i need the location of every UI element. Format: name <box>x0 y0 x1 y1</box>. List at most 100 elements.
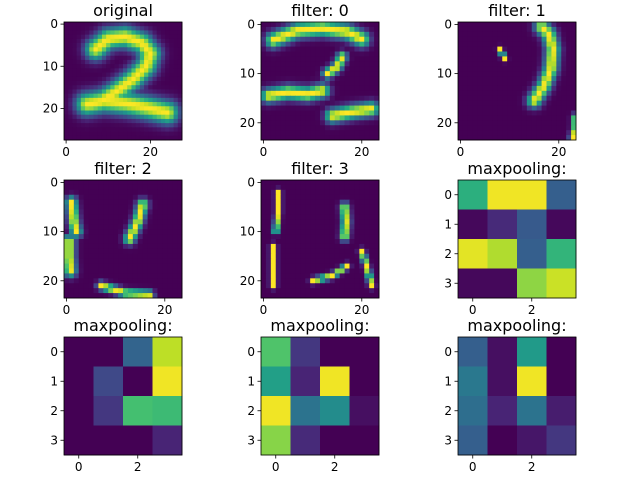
heatmap-cell <box>521 51 528 57</box>
heatmap-cell <box>98 189 104 196</box>
heatmap-cell <box>290 199 296 205</box>
heatmap-cell <box>114 102 120 107</box>
heatmap-cell <box>566 76 572 82</box>
heatmap-cell <box>300 22 306 28</box>
heatmap-cell <box>123 273 129 279</box>
heatmap-cell <box>517 31 523 38</box>
heatmap-cell <box>177 135 183 141</box>
heatmap-cell <box>305 263 311 269</box>
heatmap-cell <box>157 293 163 299</box>
heatmap-cell <box>369 76 375 82</box>
heatmap-cell <box>285 135 291 141</box>
heatmap-cell <box>97 106 103 111</box>
heatmap-cell <box>101 38 107 44</box>
heatmap-cell <box>89 118 94 124</box>
heatmap-cell <box>97 123 103 128</box>
heatmap-cell <box>300 66 306 72</box>
heatmap-cell <box>531 81 538 87</box>
heatmap-cell <box>156 110 162 116</box>
heatmap-cell <box>147 204 153 210</box>
heatmap-cell <box>526 135 533 141</box>
heatmap-cell <box>487 71 493 77</box>
heatmap-cell <box>556 46 562 52</box>
heatmap-cell <box>68 209 75 215</box>
heatmap-cell <box>344 26 350 33</box>
heatmap-cell <box>114 123 120 128</box>
heatmap-cell <box>127 64 132 69</box>
heatmap-cell <box>324 204 331 210</box>
heatmap-cell <box>127 273 134 279</box>
heatmap-cell <box>526 85 533 92</box>
heatmap-cell <box>546 56 552 62</box>
heatmap-cell <box>157 258 163 264</box>
heatmap-cell <box>127 234 134 240</box>
heatmap-cell <box>344 41 350 47</box>
heatmap-cell <box>123 229 129 235</box>
heatmap-cell <box>320 120 326 126</box>
heatmap-cell <box>295 243 301 250</box>
heatmap-cell <box>295 26 301 33</box>
heatmap-cell <box>88 214 94 220</box>
heatmap-cell <box>315 22 321 28</box>
heatmap-cell <box>142 253 148 260</box>
heatmap-cell <box>135 43 141 48</box>
heatmap-cell <box>97 64 103 69</box>
heatmap-cell <box>315 253 321 260</box>
heatmap-cell <box>280 239 286 245</box>
heatmap-cell <box>477 36 483 43</box>
heatmap-cell <box>462 125 469 131</box>
heatmap-cell <box>110 72 115 78</box>
heatmap-cell <box>64 258 70 264</box>
heatmap-cell <box>93 258 99 264</box>
heatmap-cell <box>64 248 70 255</box>
heatmap-cell <box>334 125 341 131</box>
heatmap-cell <box>275 130 282 136</box>
heatmap-cell <box>88 248 94 255</box>
heatmap-cell <box>472 66 479 72</box>
heatmap-cell <box>329 268 336 274</box>
heatmap-cell <box>73 288 80 294</box>
axes-frame <box>457 21 577 141</box>
heatmap-cell <box>339 253 345 260</box>
heatmap-cell <box>80 114 86 120</box>
heatmap-cell <box>113 180 119 186</box>
heatmap-cell <box>320 125 326 131</box>
heatmap-cell <box>152 229 158 235</box>
heatmap-cell <box>300 239 306 245</box>
heatmap-cell <box>305 219 311 225</box>
heatmap-cell <box>300 71 306 77</box>
heatmap-cell <box>131 51 137 57</box>
heatmap-cell <box>354 199 360 205</box>
heatmap-cell <box>152 288 158 294</box>
heatmap-cell <box>300 56 306 62</box>
heatmap-cell <box>374 234 380 240</box>
heatmap-cell <box>156 135 162 141</box>
heatmap-cell <box>123 26 128 31</box>
heatmap-cell <box>295 224 301 230</box>
heatmap-cell <box>113 214 119 220</box>
heatmap-cell <box>571 120 577 126</box>
heatmap-cell <box>566 46 572 52</box>
heatmap-cell <box>270 36 277 43</box>
heatmap-cell <box>571 31 577 38</box>
heatmap-cell <box>526 90 533 97</box>
heatmap-cell <box>359 268 365 274</box>
heatmap-cell <box>144 93 149 99</box>
heatmap-cell <box>369 22 375 28</box>
heatmap-cell <box>108 268 114 274</box>
heatmap-cell <box>374 115 380 121</box>
heatmap-cell <box>123 278 129 284</box>
heatmap-cell <box>502 36 508 43</box>
heatmap-cell <box>329 46 336 52</box>
heatmap-cell <box>329 76 336 82</box>
heatmap-cell <box>339 268 345 274</box>
heatmap-cell <box>359 184 365 191</box>
heatmap-cell <box>275 243 282 250</box>
heatmap-cell <box>156 26 162 31</box>
heatmap-cell <box>339 189 345 196</box>
heatmap-cell <box>354 234 360 240</box>
heatmap-cell <box>177 131 183 137</box>
heatmap-cell <box>127 219 134 225</box>
heatmap-cell <box>123 293 129 299</box>
